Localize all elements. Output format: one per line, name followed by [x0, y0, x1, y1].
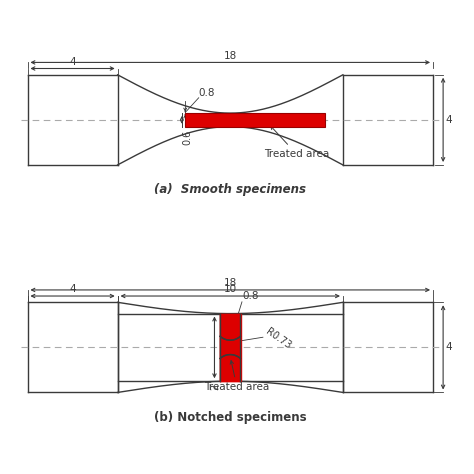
Text: Treated area: Treated area [264, 126, 329, 159]
Text: 0.8: 0.8 [199, 88, 215, 98]
Text: 4: 4 [69, 57, 76, 67]
Text: Treated area: Treated area [204, 361, 270, 392]
FancyBboxPatch shape [185, 113, 325, 127]
Text: (b) Notched specimens: (b) Notched specimens [154, 411, 307, 424]
Text: 0.6: 0.6 [182, 130, 192, 145]
Text: 2: 2 [210, 383, 220, 390]
Text: R0.73: R0.73 [264, 326, 293, 351]
Text: 10: 10 [224, 284, 237, 294]
Text: (a)  Smooth specimens: (a) Smooth specimens [154, 183, 306, 196]
Text: 4: 4 [446, 342, 453, 352]
Text: 4: 4 [69, 284, 76, 294]
Text: 0.8: 0.8 [243, 291, 259, 301]
Text: 18: 18 [224, 51, 237, 61]
Text: 4: 4 [446, 115, 453, 125]
Text: 18: 18 [224, 278, 237, 288]
